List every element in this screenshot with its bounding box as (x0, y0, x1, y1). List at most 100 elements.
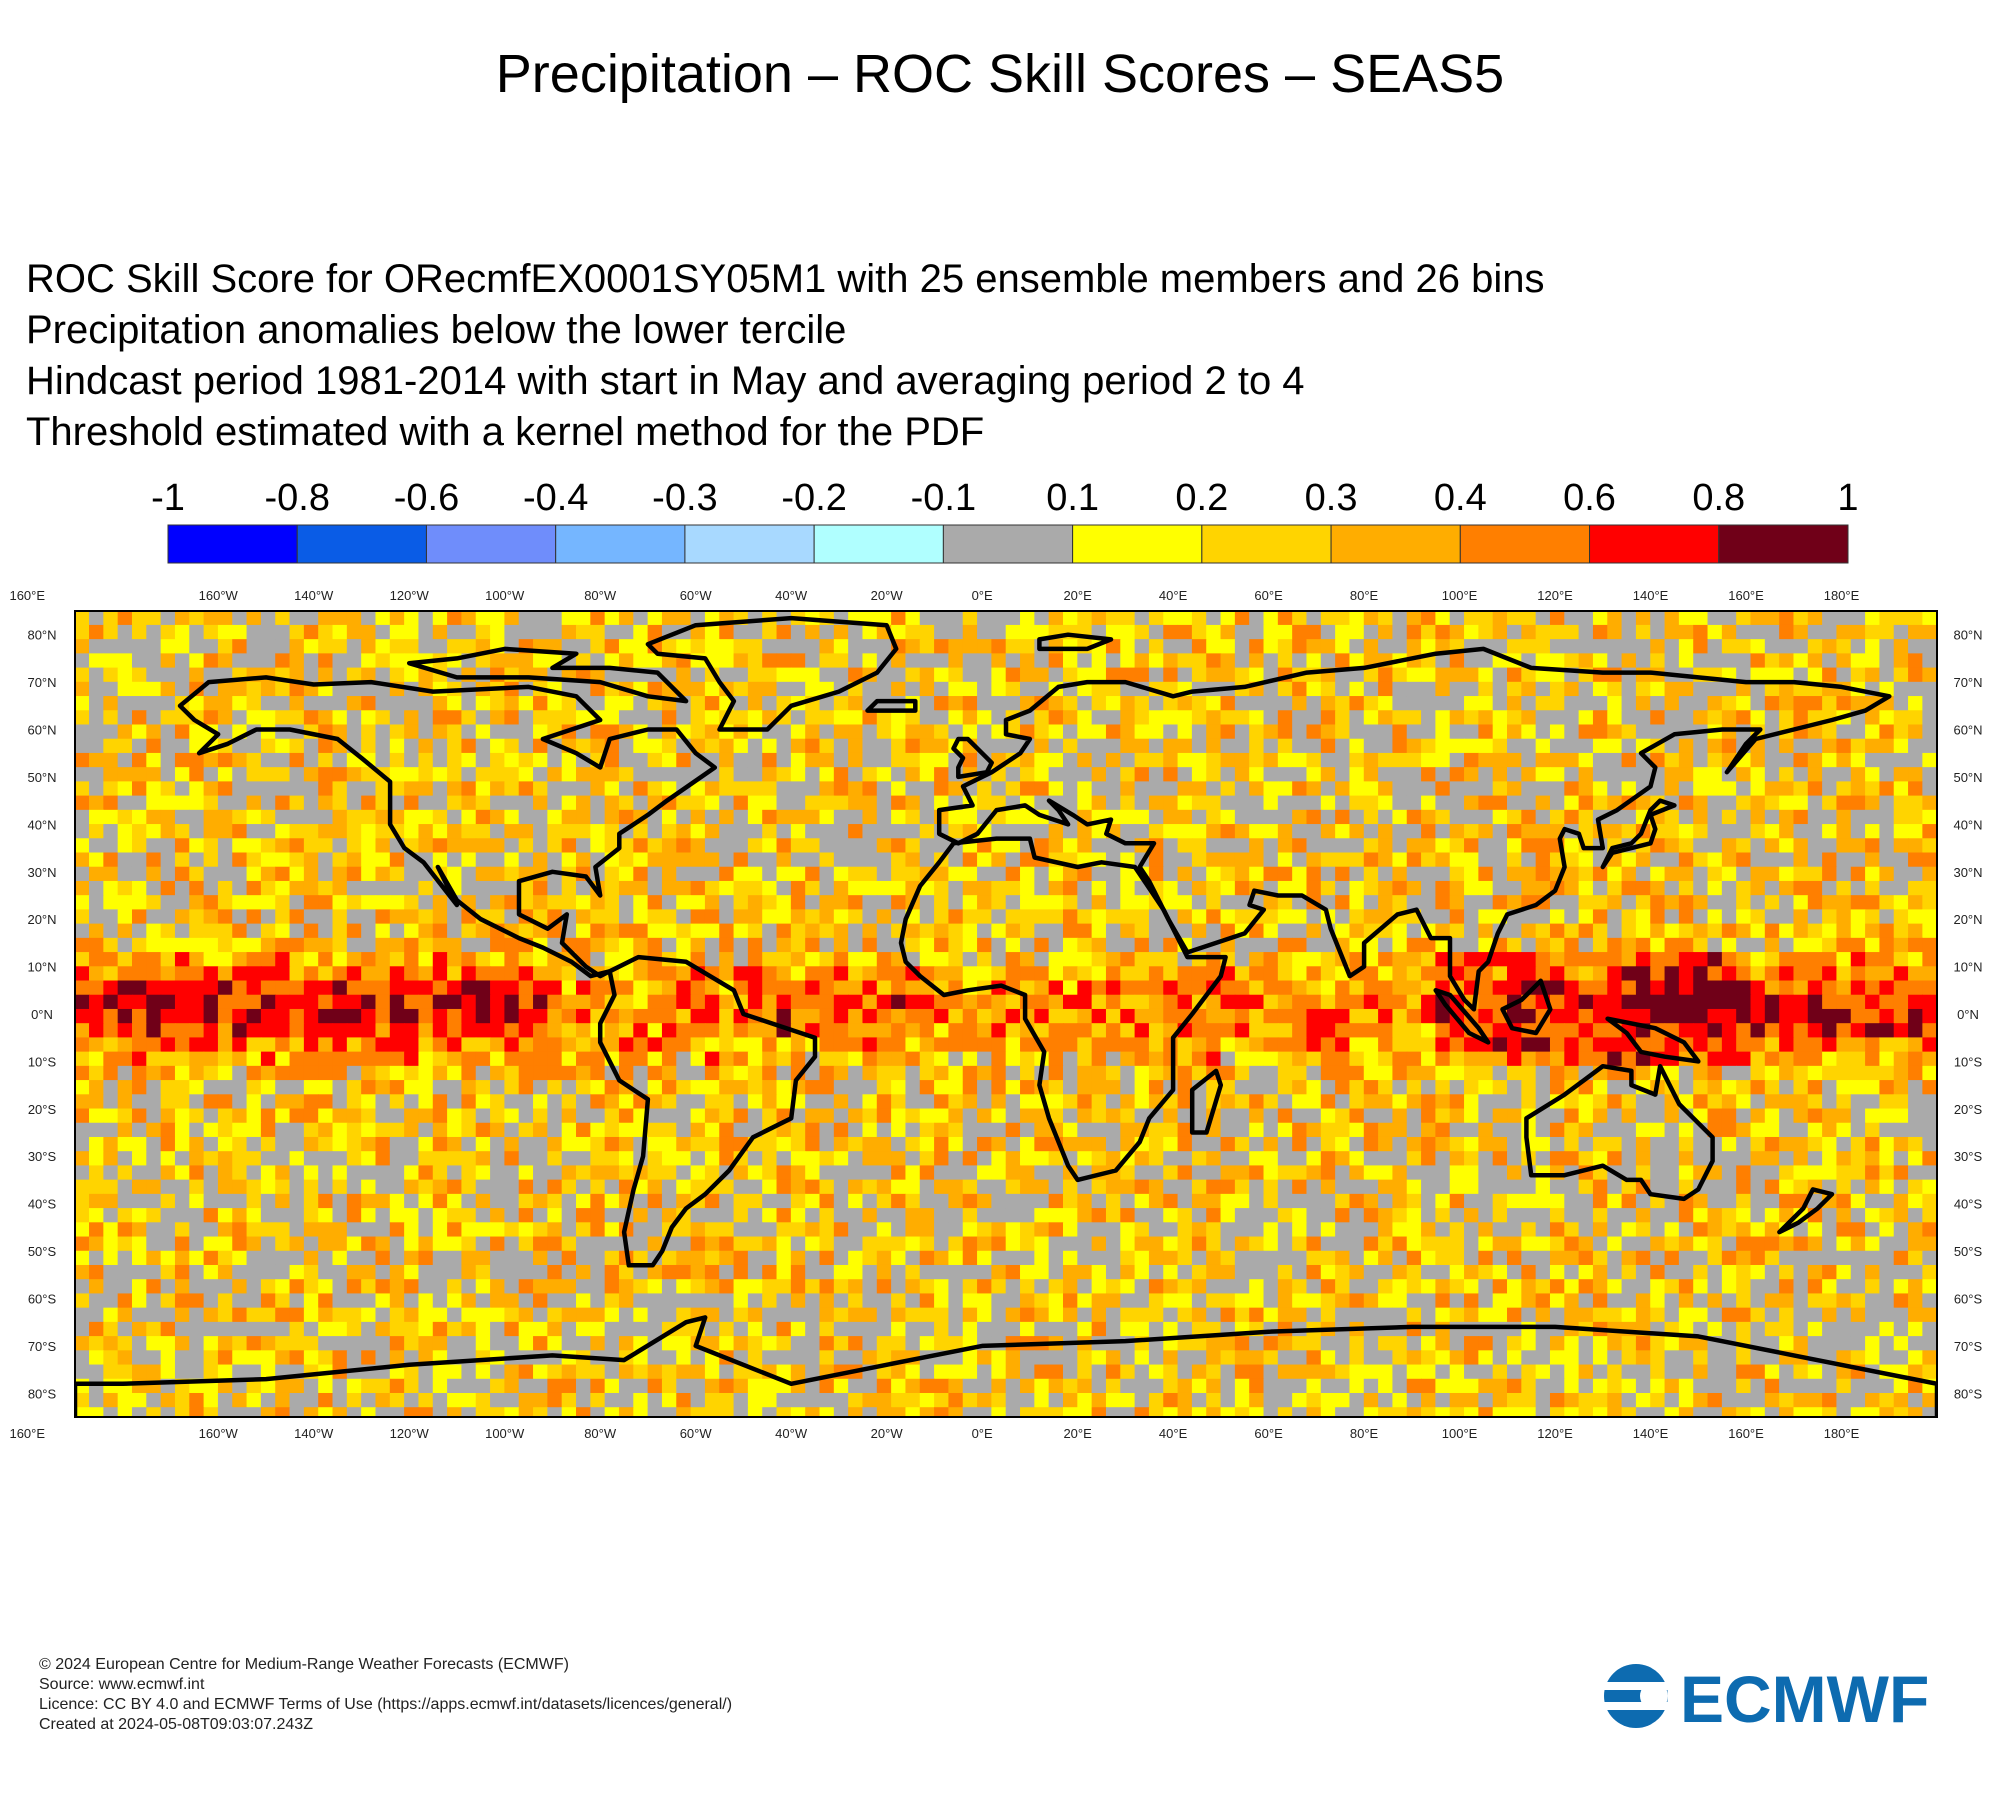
lon-label: 120°E (1537, 588, 1573, 603)
legend-label: 0.1 (1046, 477, 1099, 519)
lat-label: 20°S (1954, 1102, 1983, 1117)
footer-source: Source: www.ecmwf.int (39, 1676, 205, 1693)
lon-label: 160°E (9, 1426, 45, 1441)
legend-label: -0.6 (394, 477, 459, 519)
lat-label: 70°S (1954, 1339, 1983, 1354)
lon-label: 20°W (871, 1426, 904, 1441)
lat-label: 60°S (28, 1291, 57, 1306)
lon-label: 80°E (1350, 588, 1379, 603)
lat-label: 50°N (27, 770, 56, 785)
ecmwf-logo: ECMWF (1600, 1662, 1929, 1736)
legend-swatch (1589, 524, 1720, 564)
lat-label: 40°N (27, 817, 56, 832)
lat-label: 30°N (1953, 865, 1982, 880)
footer-copyright: © 2024 European Centre for Medium-Range … (39, 1656, 569, 1673)
lon-label: 0°E (972, 1426, 993, 1441)
lat-label: 30°S (1954, 1149, 1983, 1164)
lon-label: 40°E (1159, 1426, 1188, 1441)
legend-label: 0.2 (1175, 477, 1228, 519)
legend-swatch (555, 524, 686, 564)
map-frame (74, 610, 1938, 1418)
lon-label: 180°E (1824, 588, 1860, 603)
lon-label: 40°W (775, 1426, 808, 1441)
lon-label: 140°E (1633, 1426, 1669, 1441)
lat-label: 50°S (1954, 1244, 1983, 1259)
lon-label: 160°E (1728, 588, 1764, 603)
footer-created: Created at 2024-05-08T09:03:07.243Z (39, 1716, 313, 1733)
lon-label: 120°W (390, 588, 430, 603)
legend-label: 0.6 (1563, 477, 1616, 519)
lat-label: 70°N (1953, 675, 1982, 690)
lat-label: 50°N (1953, 770, 1982, 785)
legend-label: -0.3 (652, 477, 717, 519)
lon-label: 80°E (1350, 1426, 1379, 1441)
lon-label: 100°W (485, 1426, 525, 1441)
lon-label: 40°W (775, 588, 808, 603)
lat-label: 40°S (1954, 1197, 1983, 1212)
legend-label: -0.8 (264, 477, 329, 519)
ecmwf-logo-text: ECMWF (1680, 1662, 1929, 1736)
legend-swatch (296, 524, 427, 564)
lat-label: 20°S (28, 1102, 57, 1117)
legend-swatch (167, 524, 298, 564)
lon-label: 0°E (972, 588, 993, 603)
lat-label: 80°S (28, 1386, 57, 1401)
legend-swatch (1072, 524, 1203, 564)
lon-label: 60°W (680, 1426, 713, 1441)
lat-label: 0°N (31, 1007, 53, 1022)
subtitle-line-3: Hindcast period 1981-2014 with start in … (26, 359, 1305, 403)
lon-label: 140°W (294, 588, 334, 603)
lat-label: 80°S (1954, 1386, 1983, 1401)
lon-label: 100°W (485, 588, 525, 603)
lat-label: 10°S (1954, 1054, 1983, 1069)
legend-swatch (942, 524, 1074, 564)
lon-label: 120°E (1537, 1426, 1573, 1441)
legend-swatch (1330, 524, 1461, 564)
legend-label: 1 (1837, 477, 1858, 519)
skill-score-map: 160°E 160°E 180°E 180°E 160°W 160°W 140°W 140°W… (9, 588, 1982, 1441)
legend-label: 0.4 (1434, 477, 1487, 519)
lon-label: 140°E (1633, 588, 1669, 603)
lat-label: 50°S (28, 1244, 57, 1259)
lon-label: 180°E (1824, 1426, 1860, 1441)
lon-label: 160°W (199, 588, 239, 603)
footer: © 2024 European Centre for Medium-Range … (39, 1655, 732, 1735)
lat-label: 80°N (27, 628, 56, 643)
lat-label: 20°N (27, 912, 56, 927)
lon-label: 20°E (1063, 588, 1092, 603)
lat-label: 70°N (27, 675, 56, 690)
lon-label: 20°E (1063, 1426, 1092, 1441)
lon-label: 20°W (871, 588, 904, 603)
legend-label: 0.8 (1692, 477, 1745, 519)
lat-label: 30°N (27, 865, 56, 880)
lat-label: 10°N (27, 960, 56, 975)
subtitle-line-1: ROC Skill Score for ORecmfEX0001SY05M1 w… (26, 257, 1545, 301)
map-axes: 160°E 160°E 180°E 180°E 160°W 160°W 140°W 140°W… (9, 588, 1982, 1441)
legend-label: -0.4 (523, 477, 588, 519)
legend-swatch (813, 524, 944, 564)
lat-label: 20°N (1953, 912, 1982, 927)
lat-label: 70°S (28, 1339, 57, 1354)
color-legend: -1 -0.8 -0.6 -0.4 -0.3 -0.2 -0.1 0.1 0.2 0.3 0.4 0.… (151, 477, 1859, 564)
lat-label: 10°N (1953, 960, 1982, 975)
subtitle-line-2: Precipitation anomalies below the lower … (26, 308, 847, 352)
lat-label: 40°N (1953, 817, 1982, 832)
lat-label: 30°S (28, 1149, 57, 1164)
lat-label: 40°S (28, 1197, 57, 1212)
legend-label: -1 (151, 477, 185, 519)
lon-label: 40°E (1159, 588, 1188, 603)
page-title: Precipitation – ROC Skill Scores – SEAS5 (495, 44, 1505, 104)
coastlines (75, 615, 1937, 1417)
lat-label: 60°N (1953, 723, 1982, 738)
legend-label: -0.2 (781, 477, 846, 519)
lon-label: 100°E (1442, 1426, 1478, 1441)
lon-label: 60°E (1254, 1426, 1283, 1441)
subtitle-line-4: Threshold estimated with a kernel method… (26, 410, 985, 454)
ecmwf-logo-icon (1600, 1664, 1672, 1728)
lat-label: 0°N (1957, 1007, 1979, 1022)
lon-label: 140°W (294, 1426, 334, 1441)
lon-label: 120°W (390, 1426, 430, 1441)
legend-label: -0.1 (911, 477, 976, 519)
lon-label: 100°E (1442, 588, 1478, 603)
lat-label: 60°N (27, 723, 56, 738)
